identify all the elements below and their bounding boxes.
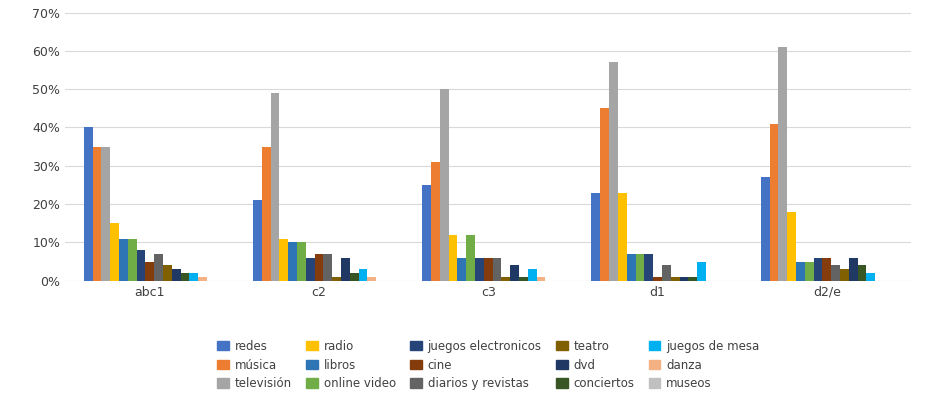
Bar — [519, 277, 528, 281]
Bar — [609, 62, 618, 281]
Bar — [145, 261, 154, 281]
Bar — [671, 277, 680, 281]
Bar — [253, 200, 261, 281]
Bar — [484, 258, 493, 281]
Bar — [857, 265, 867, 281]
Bar — [350, 273, 359, 281]
Bar — [154, 254, 163, 281]
Bar — [110, 223, 119, 281]
Bar — [867, 273, 875, 281]
Bar — [422, 185, 431, 281]
Bar — [511, 265, 519, 281]
Bar — [279, 238, 288, 281]
Bar — [831, 265, 840, 281]
Bar — [796, 261, 804, 281]
Bar — [787, 212, 796, 281]
Bar — [528, 269, 537, 281]
Bar — [190, 273, 198, 281]
Bar — [314, 254, 324, 281]
Bar — [680, 277, 688, 281]
Bar — [341, 258, 350, 281]
Bar — [600, 109, 609, 281]
Bar — [332, 277, 341, 281]
Bar — [627, 254, 635, 281]
Bar — [618, 193, 627, 281]
Bar — [84, 127, 92, 281]
Bar — [198, 277, 207, 281]
Bar — [778, 47, 787, 281]
Bar — [769, 124, 778, 281]
Bar — [359, 269, 367, 281]
Legend: redes, música, televisión, radio, libros, online video, juegos electronicos, cin: redes, música, televisión, radio, libros… — [212, 335, 764, 395]
Bar — [591, 193, 600, 281]
Bar — [688, 277, 698, 281]
Bar — [466, 235, 475, 281]
Bar — [804, 261, 814, 281]
Bar — [137, 250, 145, 281]
Bar — [431, 162, 440, 281]
Bar — [288, 243, 297, 281]
Bar — [172, 269, 180, 281]
Bar — [163, 265, 172, 281]
Bar — [761, 177, 769, 281]
Bar — [493, 258, 501, 281]
Bar — [306, 258, 314, 281]
Bar — [644, 254, 653, 281]
Bar — [849, 258, 857, 281]
Bar — [119, 238, 127, 281]
Bar — [662, 265, 671, 281]
Bar — [458, 258, 466, 281]
Bar — [271, 93, 279, 281]
Bar — [92, 147, 101, 281]
Bar — [297, 243, 306, 281]
Bar — [448, 235, 458, 281]
Bar — [653, 277, 662, 281]
Bar — [127, 238, 137, 281]
Bar — [440, 89, 448, 281]
Bar — [814, 258, 822, 281]
Bar — [501, 277, 511, 281]
Bar — [101, 147, 110, 281]
Bar — [261, 147, 271, 281]
Bar — [367, 277, 377, 281]
Bar — [475, 258, 484, 281]
Bar — [822, 258, 831, 281]
Bar — [635, 254, 644, 281]
Bar — [537, 277, 546, 281]
Bar — [840, 269, 849, 281]
Bar — [324, 254, 332, 281]
Bar — [180, 273, 190, 281]
Bar — [698, 261, 706, 281]
